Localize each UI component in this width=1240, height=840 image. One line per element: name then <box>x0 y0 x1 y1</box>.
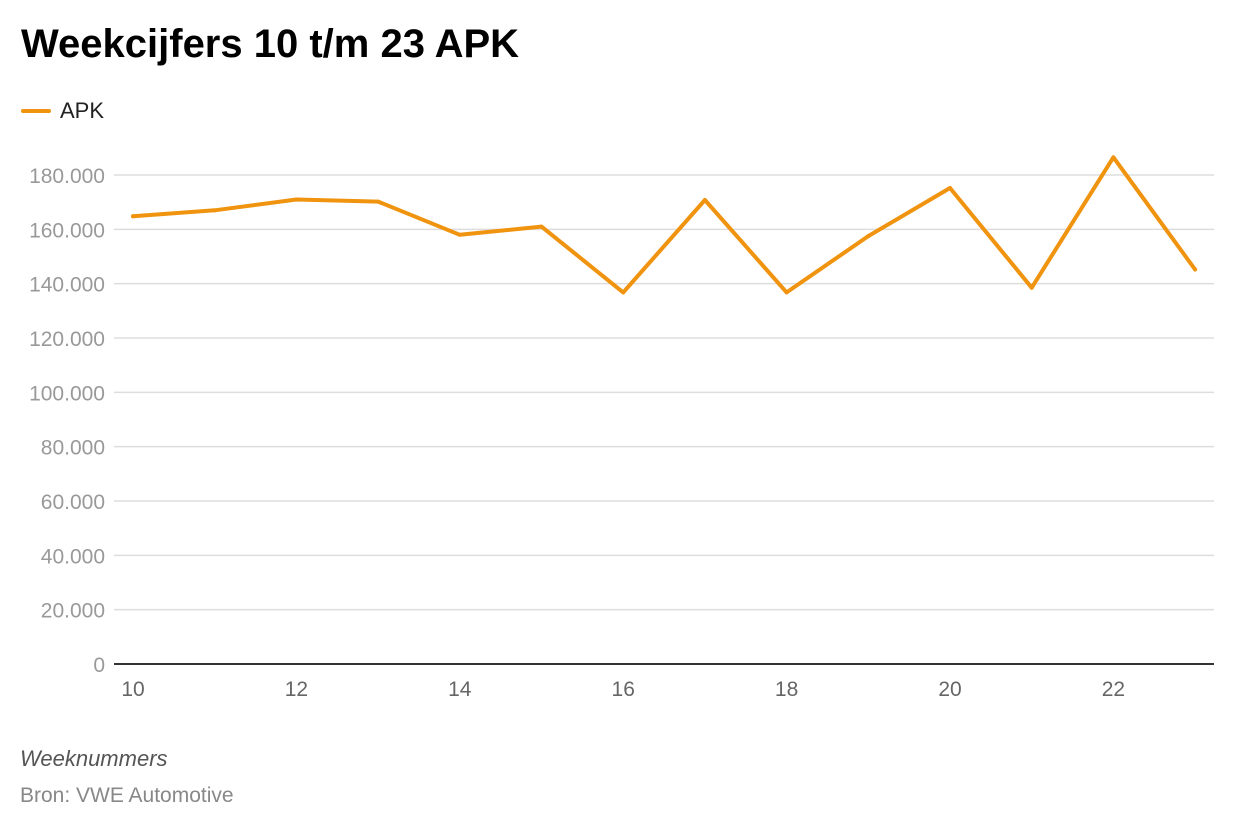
x-tick-label: 14 <box>448 678 472 701</box>
source-note: Bron: VWE Automotive <box>20 784 234 807</box>
y-tick-label: 20.000 <box>41 600 105 623</box>
data-point <box>702 197 707 202</box>
x-tick-label: 16 <box>612 678 635 701</box>
y-tick-label: 140.000 <box>29 274 105 297</box>
chart-title: Weekcijfers 10 t/m 23 APK <box>21 22 520 66</box>
x-tick-label: 18 <box>775 678 798 701</box>
series-line-apk <box>131 155 1198 295</box>
data-point <box>1193 267 1198 272</box>
x-tick-label: 22 <box>1102 678 1125 701</box>
data-point <box>457 232 462 237</box>
data-point <box>539 224 544 229</box>
x-tick-label: 20 <box>938 678 961 701</box>
data-point <box>131 214 135 219</box>
x-tick-label: 10 <box>121 678 144 701</box>
x-axis-label: Weeknummers <box>20 746 168 771</box>
data-point <box>376 199 381 204</box>
data-point <box>294 197 299 202</box>
x-tick-label: 12 <box>285 678 308 701</box>
data-point <box>948 186 952 191</box>
data-point <box>866 234 871 239</box>
y-tick-label: 60.000 <box>41 491 105 514</box>
data-point <box>621 290 626 295</box>
legend-label-apk: APK <box>60 98 105 123</box>
y-tick-label: 180.000 <box>29 165 105 188</box>
legend: APK <box>21 97 104 125</box>
data-point <box>1111 155 1116 160</box>
data-point <box>1029 285 1034 290</box>
y-tick-label: 100.000 <box>29 382 105 405</box>
legend-swatch-apk <box>21 109 51 113</box>
y-tick-label: 0 <box>93 654 105 677</box>
y-tick-label: 160.000 <box>29 219 105 242</box>
data-point <box>784 290 789 295</box>
y-tick-label: 40.000 <box>41 545 105 568</box>
y-tick-label: 120.000 <box>29 328 105 351</box>
y-tick-label: 80.000 <box>41 437 105 460</box>
data-point <box>212 208 217 213</box>
